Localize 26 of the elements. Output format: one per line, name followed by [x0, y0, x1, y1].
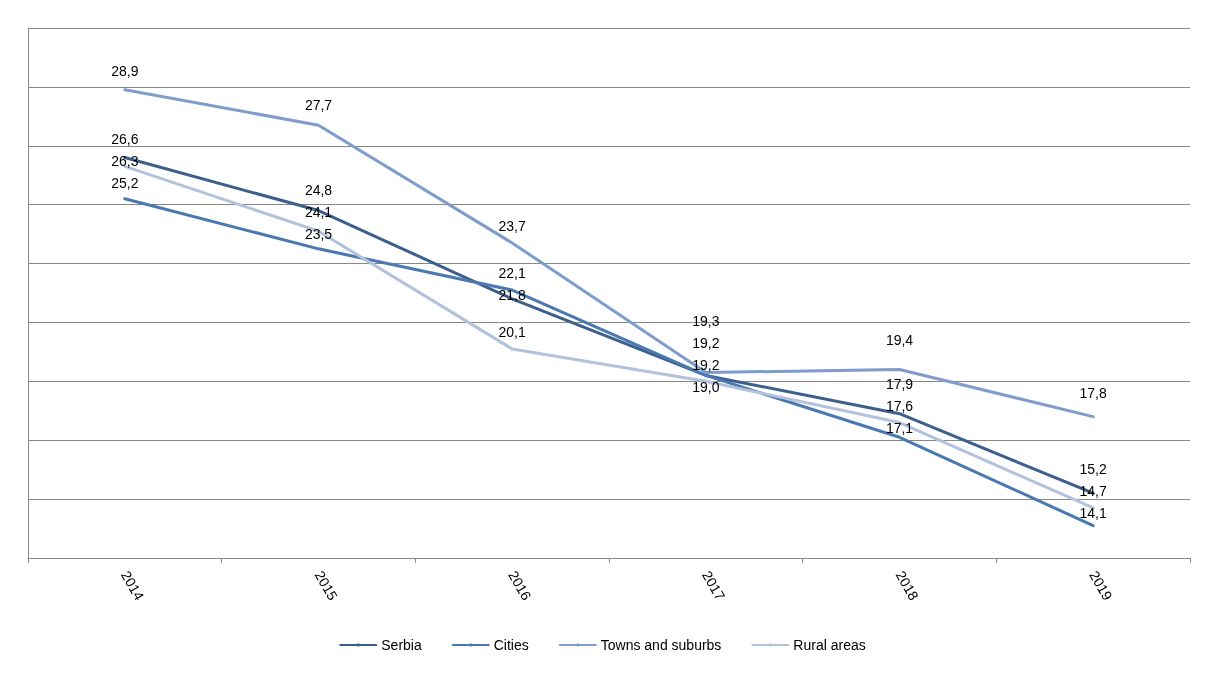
data-label: 23,7 [498, 217, 526, 234]
legend-label: Towns and suburbs [600, 637, 722, 653]
data-label: 20,1 [498, 323, 526, 340]
legend-label: Cities [493, 637, 529, 653]
data-label: 17,6 [885, 398, 914, 415]
data-label: 22,1 [498, 265, 526, 282]
data-label: 28,9 [111, 63, 139, 80]
data-label: 25,2 [111, 174, 139, 191]
legend-label: Rural areas [793, 637, 866, 653]
data-label: 17,8 [1079, 384, 1107, 401]
data-label: 19,0 [692, 379, 720, 396]
data-label: 17,1 [885, 420, 914, 437]
data-label: 19,2 [692, 357, 720, 374]
data-label: 19,3 [692, 313, 720, 330]
data-label: 14,7 [1079, 483, 1107, 500]
legend-label: Serbia [381, 637, 422, 653]
data-label: 24,8 [304, 182, 333, 199]
data-label: 14,1 [1079, 505, 1107, 522]
data-label: 17,9 [885, 376, 914, 393]
data-label: 19,2 [692, 335, 720, 352]
data-label: 15,2 [1079, 461, 1107, 478]
data-label: 27,7 [304, 96, 333, 113]
data-label: 23,5 [304, 226, 333, 243]
data-label: 26,3 [111, 152, 139, 169]
data-label: 26,6 [111, 130, 139, 147]
data-label: 19,4 [885, 332, 914, 349]
